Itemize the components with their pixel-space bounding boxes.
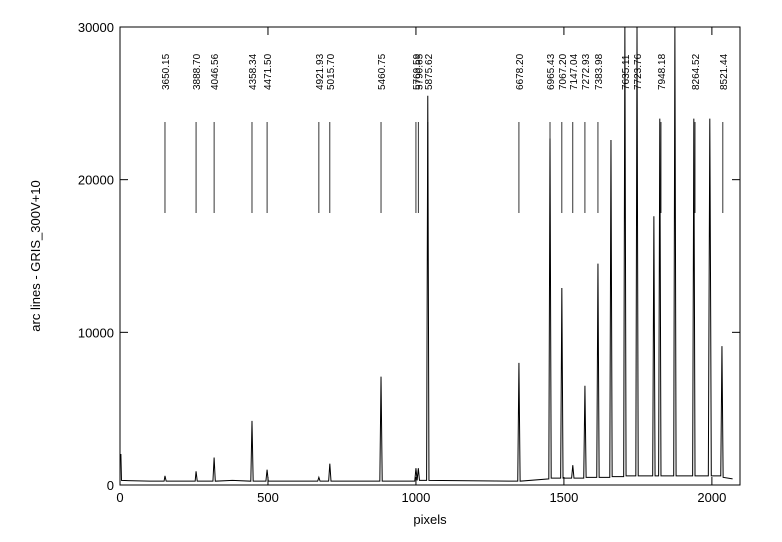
line-label: 7383.98 <box>594 53 605 90</box>
line-label: 7147.04 <box>569 53 580 90</box>
x-tick-label: 1500 <box>549 490 578 505</box>
x-axis-label: pixels <box>413 512 447 527</box>
line-label: 5875.62 <box>424 53 435 90</box>
line-label: 5769.59 <box>412 53 423 90</box>
line-label: 7635.11 <box>621 54 632 90</box>
x-tick-label: 500 <box>257 490 279 505</box>
line-label: 5790.65 <box>414 53 425 90</box>
line-label: 7723.76 <box>633 53 644 90</box>
line-label: 4471.50 <box>263 53 274 90</box>
line-label: 4046.56 <box>210 53 221 90</box>
x-tick-label: 0 <box>116 490 123 505</box>
line-label: 8521.44 <box>719 53 730 90</box>
line-label: 8264.52 <box>691 53 702 90</box>
line-label: 4921.93 <box>315 53 326 90</box>
line-label: 3888.70 <box>192 53 203 90</box>
line-label: 3650.15 <box>161 53 172 90</box>
line-label: 6678.20 <box>515 53 526 90</box>
line-label: 6965.43 <box>546 53 557 90</box>
line-label: 7272.93 <box>581 53 592 90</box>
line-label: 4358.34 <box>248 53 259 90</box>
spectrum-line <box>120 26 733 482</box>
line-label: 7948.18 <box>657 53 668 90</box>
y-tick-label: 10000 <box>78 325 114 340</box>
y-tick-label: 0 <box>107 478 114 493</box>
line-label: 5015.70 <box>326 53 337 90</box>
y-axis-label: arc lines - GRIS_300V+10 <box>28 180 43 331</box>
plot-frame <box>119 26 741 486</box>
x-tick-label: 2000 <box>697 490 726 505</box>
y-tick-label: 30000 <box>78 20 114 35</box>
line-label: 5460.75 <box>377 53 388 90</box>
y-tick-label: 20000 <box>78 173 114 188</box>
x-tick-label: 1000 <box>401 490 430 505</box>
line-label: 7067.20 <box>558 53 569 90</box>
